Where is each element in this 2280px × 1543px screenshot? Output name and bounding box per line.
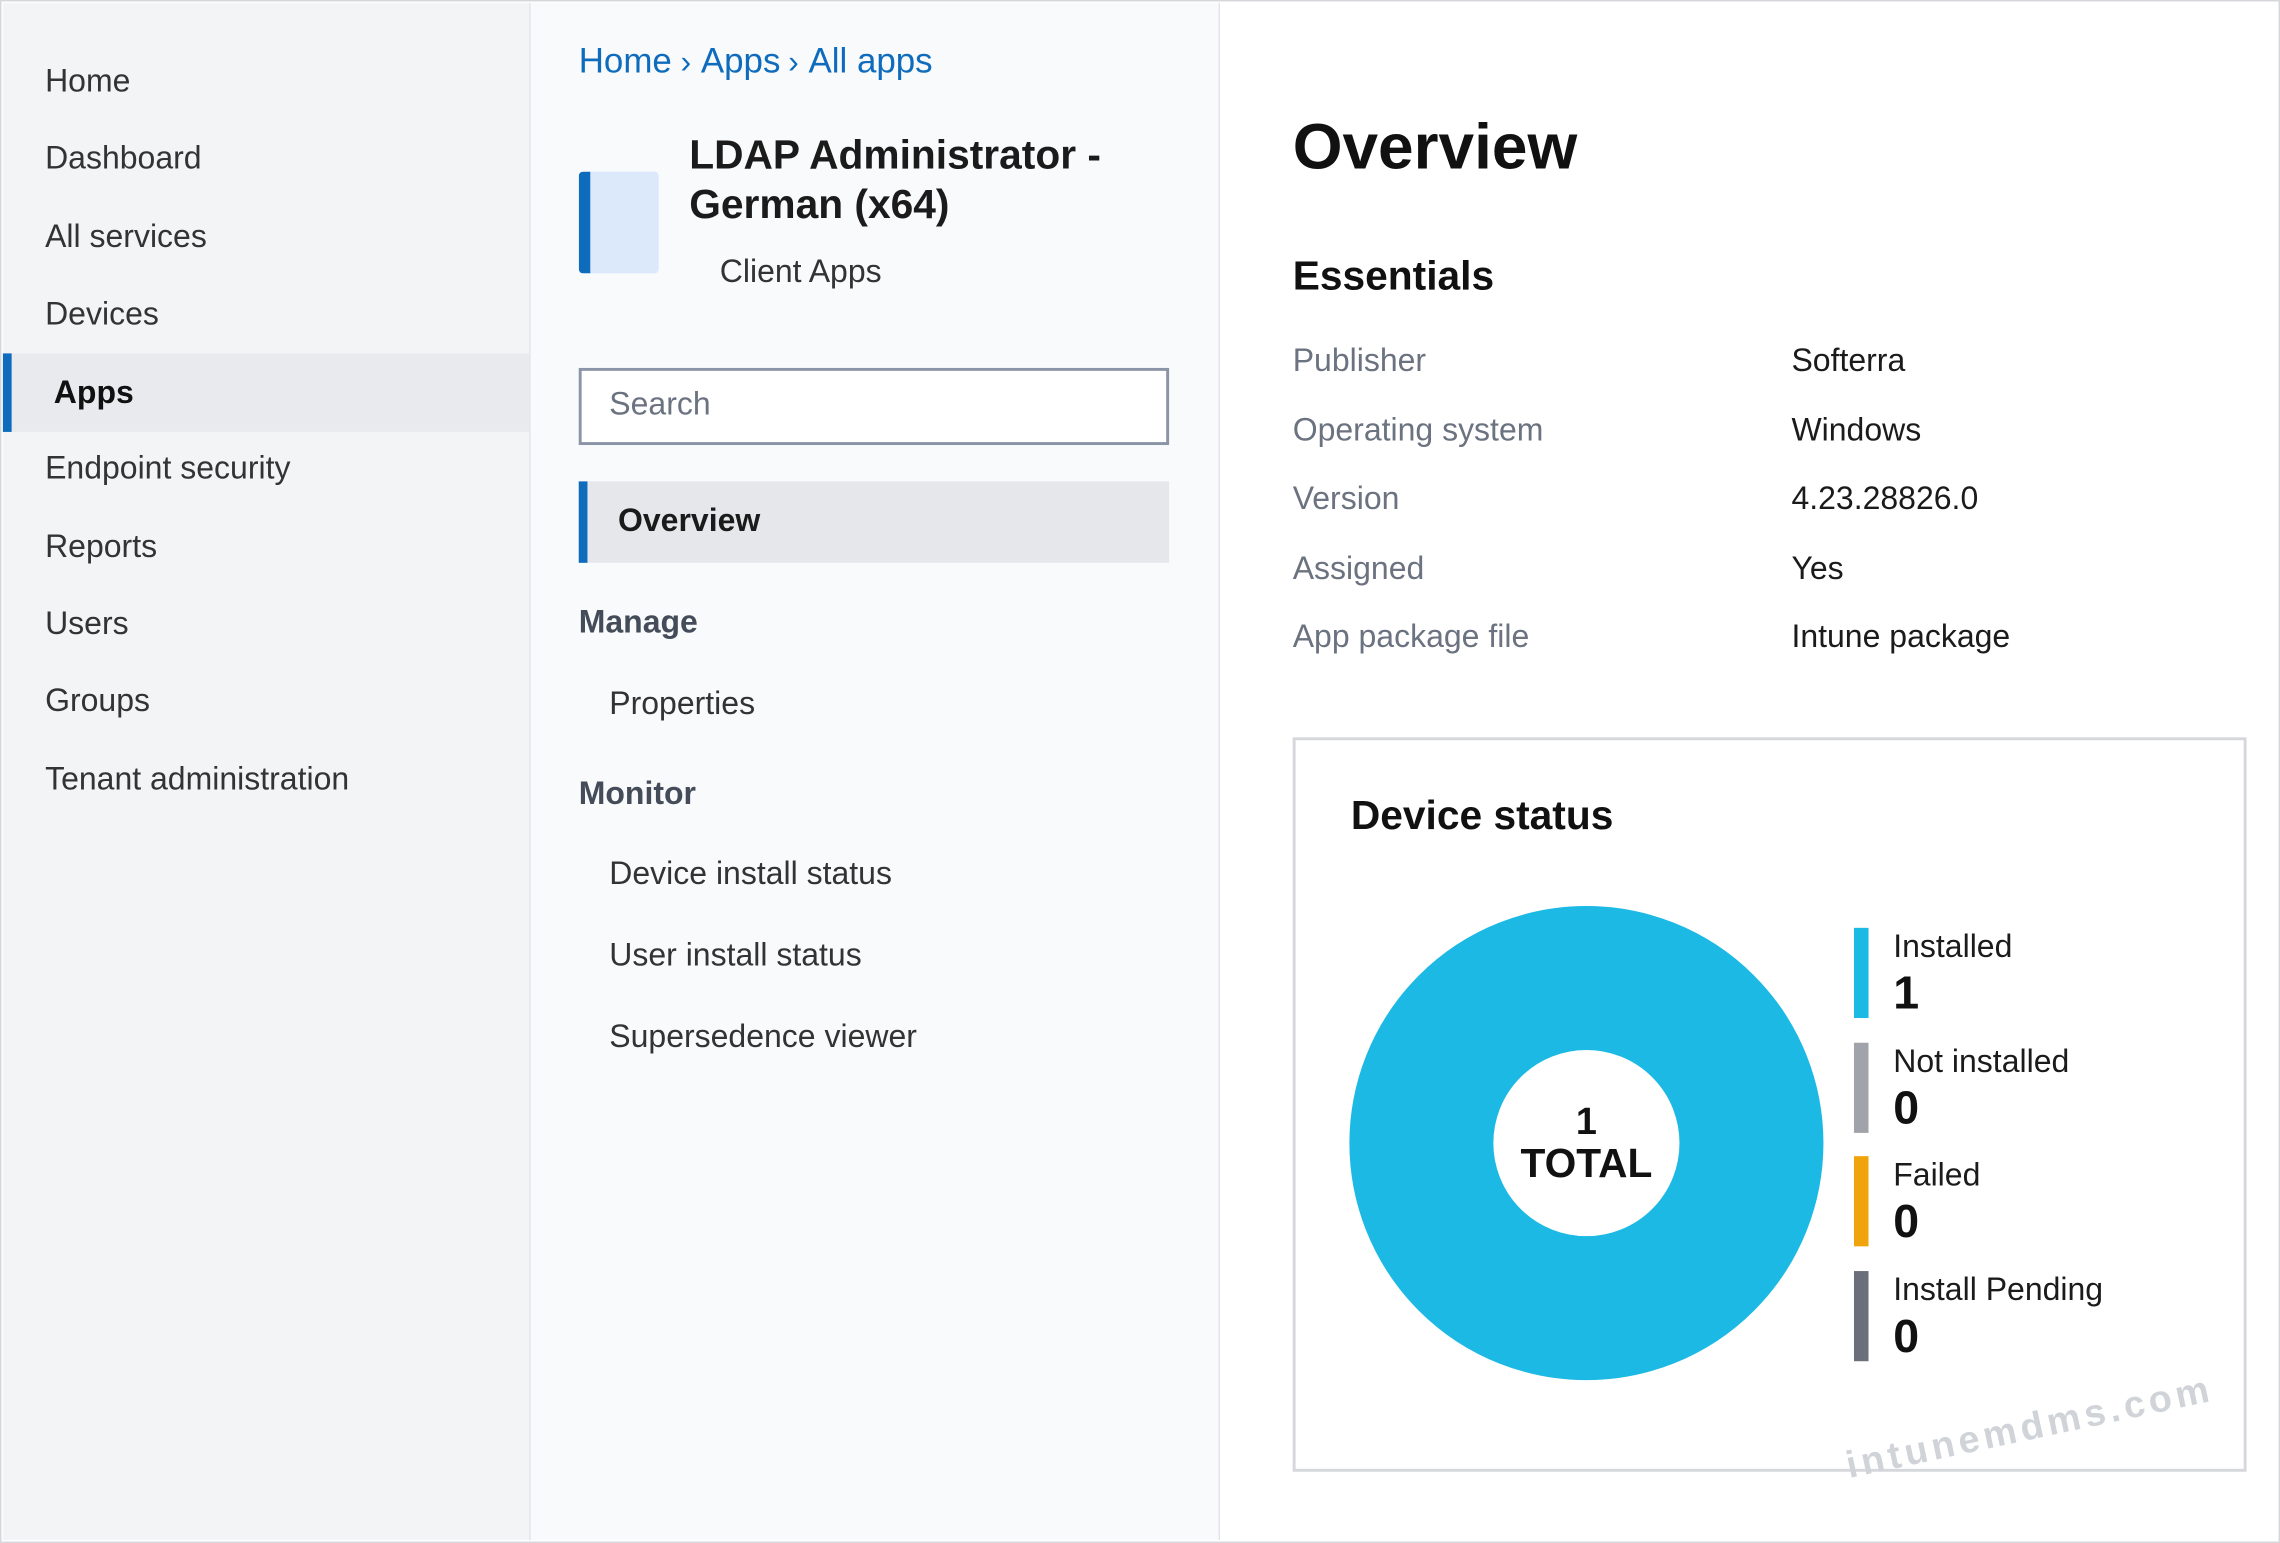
menu-active-bg[interactable] (578, 481, 1170, 563)
breadcrumb-separator: › (680, 43, 692, 80)
essential-value: Intune package (1791, 618, 2011, 655)
search-placeholder: Search (609, 385, 711, 422)
nav-item[interactable]: Tenant administration (45, 760, 350, 797)
essential-label: Version (1292, 479, 1400, 517)
essential-value: 4.23.28826.0 (1791, 479, 1979, 517)
nav-item[interactable]: Dashboard (45, 139, 202, 176)
search-box[interactable] (578, 367, 1170, 446)
menu-item[interactable]: Supersedence viewer (609, 1018, 917, 1055)
legend-swatch (1853, 1270, 1869, 1361)
nav-item[interactable]: Home (45, 62, 131, 99)
overview-title: Overview (1292, 111, 1578, 184)
nav-item[interactable]: Devices (45, 295, 159, 332)
nav-active-bar (2, 353, 12, 432)
app-subtitle: Client Apps (719, 253, 882, 290)
breadcrumb-link[interactable]: All apps (808, 42, 933, 82)
legend-label: Install Pending (1893, 1270, 2104, 1307)
app-icon (578, 171, 659, 274)
menu-item[interactable]: User install status (609, 936, 862, 973)
device-status-card (1292, 737, 2247, 1472)
legend-value: 1 (1893, 966, 1920, 1019)
nav-item[interactable]: Apps (53, 373, 134, 411)
menu-item[interactable]: Properties (609, 684, 756, 722)
menu-item[interactable]: Device install status (609, 855, 892, 892)
essential-label: Assigned (1292, 548, 1425, 586)
donut-total-label: TOTAL (1520, 1140, 1652, 1186)
essentials-title: Essentials (1292, 253, 1495, 299)
legend-swatch (1853, 1042, 1869, 1133)
legend-value: 0 (1893, 1080, 1920, 1133)
essential-value: Windows (1791, 410, 1922, 448)
essential-label: Operating system (1292, 410, 1544, 448)
legend-label: Not installed (1893, 1042, 2070, 1079)
card-title: Device status (1350, 792, 1614, 838)
nav-active-bg (2, 353, 530, 432)
donut-total: 1 (1576, 1101, 1597, 1143)
app-title: LDAP Administrator - (689, 132, 1101, 178)
legend-label: Failed (1893, 1156, 1981, 1193)
nav-item[interactable]: Groups (45, 682, 150, 719)
app-title: German (x64) (689, 181, 950, 227)
menu-heading: Manage (578, 603, 698, 640)
essential-label: Publisher (1292, 341, 1427, 379)
nav-item[interactable]: All services (45, 218, 207, 255)
legend-value: 0 (1893, 1194, 1920, 1248)
breadcrumb-separator: › (788, 43, 799, 80)
legend-swatch (1853, 927, 1869, 1019)
breadcrumb-link[interactable]: Home (578, 42, 672, 82)
donut-segment (1349, 906, 1824, 1381)
menu-heading: Monitor (578, 775, 697, 812)
nav-item[interactable]: Users (45, 604, 129, 642)
essential-label: App package file (1292, 618, 1530, 655)
legend-swatch (1853, 1156, 1869, 1247)
breadcrumb-link[interactable]: Apps (700, 42, 781, 82)
nav-item[interactable]: Reports (45, 527, 158, 565)
legend-label: Installed (1893, 927, 2013, 965)
left-nav (2, 2, 531, 1541)
menu-active-item: Overview (617, 501, 761, 539)
nav-item[interactable]: Endpoint security (45, 449, 291, 486)
essential-value: Softerra (1791, 341, 1906, 379)
essential-value: Yes (1791, 548, 1844, 586)
legend-value: 0 (1893, 1308, 1920, 1362)
